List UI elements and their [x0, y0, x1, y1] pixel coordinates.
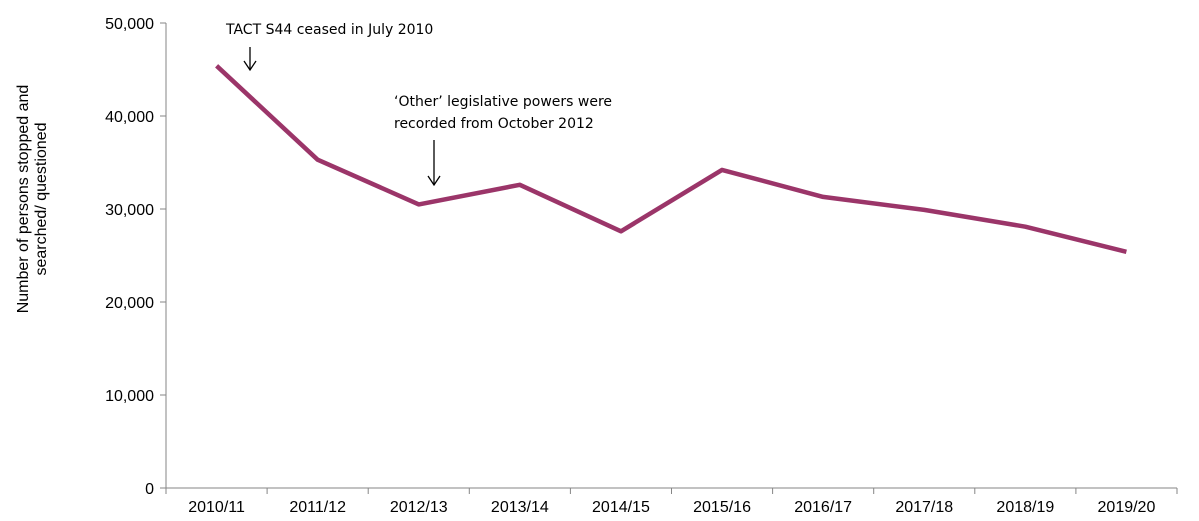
x-tick-label: 2010/11 [188, 499, 245, 516]
annotation: TACT S44 ceased in July 2010 [225, 22, 433, 72]
x-tick-label: 2016/17 [794, 499, 852, 516]
y-tick-label: 40,000 [105, 109, 154, 126]
y-tick-label: 20,000 [105, 295, 154, 312]
y-tick-label: 10,000 [105, 388, 154, 405]
x-tick-label: 2017/18 [895, 499, 953, 516]
x-tick-label: 2012/13 [390, 499, 448, 516]
annotation-text: ‘Other’ legislative powers were [394, 94, 612, 110]
x-tick-label: 2018/19 [996, 499, 1054, 516]
x-tick-label: 2014/15 [592, 499, 650, 516]
annotations-layer: TACT S44 ceased in July 2010 ‘Other’ legi… [225, 22, 612, 187]
series-line [215, 64, 1127, 254]
x-axis-ticks: 2010/11 2011/12 2012/13 2013/14 2014/15 2015/… [165, 488, 1178, 516]
y-tick-label: 0 [145, 481, 154, 498]
y-axis-label-line-2: searched/ questioned [33, 123, 50, 276]
annotation-text: TACT S44 ceased in July 2010 [225, 22, 433, 38]
annotation: ‘Other’ legislative powers were recorded … [394, 94, 612, 187]
x-tick-label: 2011/12 [289, 499, 346, 516]
y-tick-label: 50,000 [105, 16, 154, 33]
y-axis-ticks: 0 10,000 20,000 30,000 40,000 50,000 [105, 16, 166, 498]
annotation-text: recorded from October 2012 [394, 116, 594, 132]
y-axis-label-line-1: Number of persons stopped and [15, 85, 32, 314]
x-tick-label: 2015/16 [693, 499, 751, 516]
y-tick-label: 30,000 [105, 202, 154, 219]
x-tick-label: 2013/14 [491, 499, 549, 516]
x-tick-label: 2019/20 [1098, 499, 1156, 516]
series-layer [215, 64, 1127, 254]
y-axis-label: Number of persons stopped and searched/ … [15, 85, 50, 314]
annotation-arrow-head [427, 175, 441, 187]
annotation-arrow-head [243, 60, 257, 72]
